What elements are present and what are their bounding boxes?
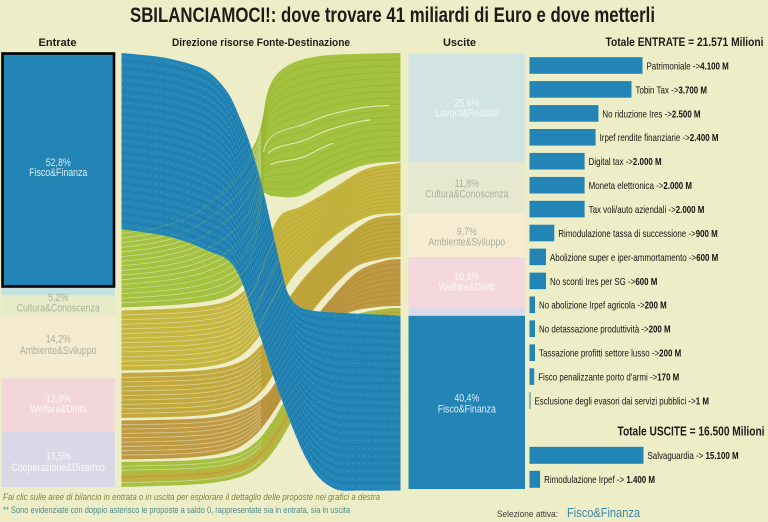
svg-text:14,2%: 14,2%	[46, 334, 71, 346]
svg-text:SBILANCIAMOCI!: dove trovare 4: SBILANCIAMOCI!: dove trovare 41 miliardi…	[130, 4, 655, 27]
svg-text:Welfare&Diritti: Welfare&Diritti	[30, 404, 86, 416]
svg-text:10,8%: 10,8%	[454, 271, 479, 283]
svg-text:Cultura&Conoscenza: Cultura&Conoscenza	[17, 303, 101, 315]
svg-text:Uscite: Uscite	[443, 37, 476, 49]
svg-text:11,8%: 11,8%	[455, 178, 479, 190]
svg-text:Moneta elettronica ->2.000 M: Moneta elettronica ->2.000 M	[589, 180, 692, 191]
svg-text:No abolizione Irpef agricola -: No abolizione Irpef agricola ->200 M	[539, 300, 667, 311]
svg-text:Entrate: Entrate	[39, 37, 77, 49]
svg-text:52,8%: 52,8%	[46, 157, 71, 169]
svg-text:Lavoro&Reddito: Lavoro&Reddito	[435, 108, 498, 120]
svg-text:Ambiente&Sviluppo: Ambiente&Sviluppo	[20, 345, 97, 357]
svg-text:No detassazione produttività -: No detassazione produttività ->200 M	[539, 324, 671, 335]
svg-text:Totale ENTRATE = 21.571 Milio: Totale ENTRATE = 21.571 Milioni	[606, 35, 764, 49]
svg-text:Tassazione profitti settore lu: Tassazione profitti settore lusso ->200 …	[539, 348, 681, 359]
svg-text:Digital tax ->2.000 M: Digital tax ->2.000 M	[589, 156, 662, 167]
svg-text:No riduzione Ires ->2.500 M: No riduzione Ires ->2.500 M	[602, 108, 700, 119]
svg-text:Totale USCITE = 16.500 Milioni: Totale USCITE = 16.500 Milioni	[618, 424, 765, 439]
svg-text:5,2%: 5,2%	[48, 292, 68, 304]
svg-text:Fisco&Finanza: Fisco&Finanza	[438, 404, 497, 416]
svg-text:12,6%: 12,6%	[46, 393, 71, 405]
svg-text:Cultura&Conoscenza: Cultura&Conoscenza	[425, 189, 509, 201]
svg-text:Abolizione super e iper-ammort: Abolizione super e iper-ammortamento ->6…	[550, 252, 718, 263]
svg-text:Tobin Tax ->3.700 M: Tobin Tax ->3.700 M	[636, 84, 708, 95]
svg-text:Tax voli/auto aziendali ->2.00: Tax voli/auto aziendali ->2.000 M	[589, 204, 705, 215]
svg-text:Esclusione degli evasori dai s: Esclusione degli evasori dai servizi pub…	[535, 396, 709, 407]
svg-text:** Sono evidenziate con doppio: ** Sono evidenziate con doppio asterisco…	[3, 505, 350, 515]
svg-text:Salvaguardia -> 15.100 M: Salvaguardia -> 15.100 M	[648, 450, 739, 461]
svg-text:Fisco&Finanza: Fisco&Finanza	[29, 167, 88, 179]
svg-text:Direzione risorse Fonte-Destin: Direzione risorse Fonte-Destinazione	[172, 37, 350, 49]
svg-text:Welfare&Diritti: Welfare&Diritti	[439, 282, 495, 294]
svg-text:Rimodulazione Irpef -> 1.400 M: Rimodulazione Irpef -> 1.400 M	[544, 474, 655, 485]
svg-text:Cooperazione&Disarmo: Cooperazione&Disarmo	[12, 462, 106, 474]
svg-text:Fai clic sulle aree di bilanci: Fai clic sulle aree di bilancio in entra…	[3, 492, 380, 502]
svg-text:Patrimoniale ->4.100 M: Patrimoniale ->4.100 M	[647, 61, 729, 72]
svg-text:9,7%: 9,7%	[457, 226, 477, 238]
svg-text:40,4%: 40,4%	[454, 393, 479, 405]
svg-text:Fisco penalizzante porto d'arm: Fisco penalizzante porto d'armi ->170 M	[538, 372, 679, 383]
svg-text:Selezione attiva:: Selezione attiva:	[497, 509, 558, 520]
svg-text:Fisco&Finanza: Fisco&Finanza	[567, 505, 641, 520]
svg-text:No sconti Ires per SG ->600 M: No sconti Ires per SG ->600 M	[550, 276, 657, 287]
svg-text:13,5%: 13,5%	[46, 451, 71, 463]
svg-text:Irpef rendite finanziarie ->2.: Irpef rendite finanziarie ->2.400 M	[600, 132, 719, 143]
svg-text:25,6%: 25,6%	[454, 98, 479, 110]
svg-text:Ambiente&Sviluppo: Ambiente&Sviluppo	[428, 237, 505, 249]
svg-text:Rimodulazione tassa di success: Rimodulazione tassa di successione ->900…	[558, 228, 717, 239]
